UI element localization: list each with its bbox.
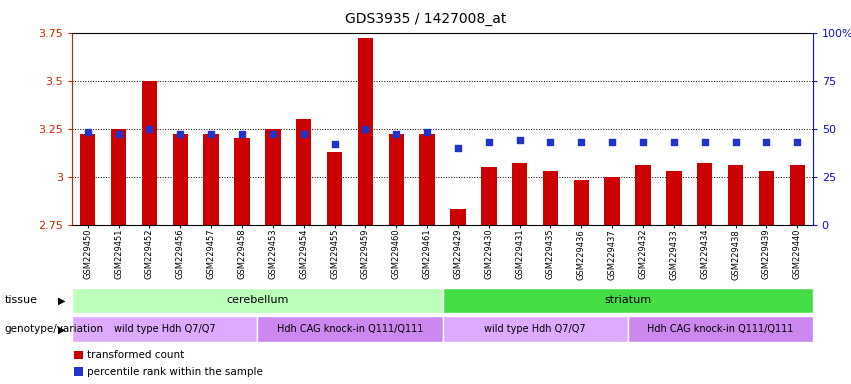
Bar — [420, 134, 435, 225]
Bar — [481, 167, 496, 225]
Bar — [636, 165, 651, 225]
Bar — [443, 316, 627, 342]
Point — [143, 126, 157, 132]
Text: wild type Hdh Q7/Q7: wild type Hdh Q7/Q7 — [114, 324, 215, 334]
Text: genotype/variation: genotype/variation — [4, 324, 103, 334]
Point — [235, 131, 248, 137]
Point — [420, 129, 434, 136]
Point — [174, 131, 187, 137]
Bar — [759, 171, 774, 225]
Bar — [72, 288, 443, 313]
Point — [204, 131, 218, 137]
Point — [698, 139, 711, 145]
Bar — [666, 171, 682, 225]
Bar — [450, 209, 465, 225]
Bar — [234, 138, 249, 225]
Bar — [266, 129, 281, 225]
Point — [328, 141, 341, 147]
Bar — [296, 119, 311, 225]
Point — [791, 139, 804, 145]
Bar — [512, 163, 528, 225]
Bar — [728, 165, 743, 225]
Bar — [74, 351, 83, 359]
Text: ▶: ▶ — [58, 295, 66, 306]
Text: cerebellum: cerebellum — [226, 295, 288, 306]
Bar — [443, 288, 813, 313]
Bar — [203, 134, 219, 225]
Text: Hdh CAG knock-in Q111/Q111: Hdh CAG knock-in Q111/Q111 — [277, 324, 423, 334]
Point — [574, 139, 588, 145]
Bar — [327, 152, 342, 225]
Bar — [697, 163, 712, 225]
Point — [297, 131, 311, 137]
Text: transformed count: transformed count — [87, 350, 185, 360]
Bar — [111, 129, 126, 225]
Bar — [74, 367, 83, 376]
Text: percentile rank within the sample: percentile rank within the sample — [87, 367, 263, 377]
Point — [81, 129, 94, 136]
Text: ▶: ▶ — [58, 324, 66, 334]
Point — [760, 139, 774, 145]
Text: wild type Hdh Q7/Q7: wild type Hdh Q7/Q7 — [484, 324, 585, 334]
Bar — [257, 316, 443, 342]
Point — [513, 137, 527, 143]
Point — [667, 139, 681, 145]
Bar — [790, 165, 805, 225]
Bar — [627, 316, 813, 342]
Point — [358, 126, 372, 132]
Bar — [389, 134, 404, 225]
Point — [451, 145, 465, 151]
Point — [637, 139, 650, 145]
Point — [544, 139, 557, 145]
Bar — [80, 134, 95, 225]
Bar — [142, 81, 157, 225]
Point — [390, 131, 403, 137]
Point — [482, 139, 495, 145]
Bar — [72, 316, 257, 342]
Point — [605, 139, 619, 145]
Point — [111, 131, 125, 137]
Text: Hdh CAG knock-in Q111/Q111: Hdh CAG knock-in Q111/Q111 — [647, 324, 793, 334]
Point — [728, 139, 742, 145]
Bar — [574, 180, 589, 225]
Bar — [543, 171, 558, 225]
Bar — [173, 134, 188, 225]
Text: GDS3935 / 1427008_at: GDS3935 / 1427008_at — [345, 12, 506, 25]
Bar — [357, 38, 373, 225]
Bar — [604, 177, 620, 225]
Text: tissue: tissue — [4, 295, 37, 306]
Text: striatum: striatum — [604, 295, 651, 306]
Point — [266, 131, 280, 137]
